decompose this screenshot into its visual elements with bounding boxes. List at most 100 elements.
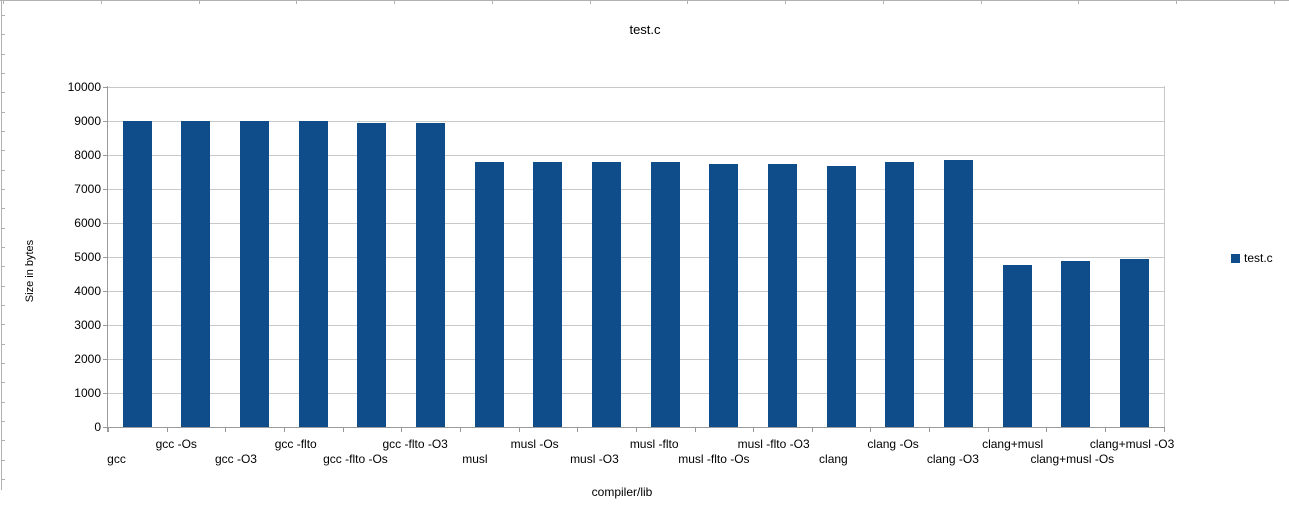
- x-tick-8: [577, 427, 579, 432]
- x-tick-3: [283, 427, 285, 432]
- x-tick-16: [1046, 427, 1048, 432]
- x-tick-12: [811, 427, 813, 432]
- chart-legend: test.c: [1231, 251, 1273, 265]
- sheet-row-tick: [1, 266, 5, 268]
- y-axis-title: Size in bytes: [24, 239, 36, 303]
- sheet-row-tick: [1, 440, 5, 442]
- bar-gcc: [122, 120, 152, 427]
- x-tick-14: [929, 427, 931, 432]
- bar-musl: [474, 161, 504, 427]
- bar-musl -flto -Os: [709, 163, 739, 427]
- y-axis-line: [107, 86, 108, 432]
- x-label-gcc: gcc: [107, 452, 126, 466]
- bar-gcc -flto -Os: [357, 123, 387, 427]
- y-tick-4000: [103, 290, 108, 292]
- sheet-row-tick: [1, 459, 5, 461]
- sheet-row-tick: [1, 188, 5, 190]
- sheet-column-tick: [296, 0, 298, 4]
- x-label-musl -flto -Os: musl -flto -Os: [678, 452, 750, 466]
- sheet-column-tick: [687, 0, 689, 4]
- gridline-6000: [108, 222, 1164, 224]
- sheet-row-tick: [1, 150, 5, 152]
- y-tick-label-0: 0: [94, 420, 101, 434]
- gridline-3000: [108, 324, 1164, 326]
- sheet-row-tick: [1, 285, 5, 287]
- gridline-7000: [108, 188, 1164, 190]
- sheet-column-tick: [394, 0, 395, 4]
- legend-color-swatch: [1231, 253, 1240, 263]
- x-label-gcc -flto -O3: gcc -flto -O3: [382, 437, 448, 451]
- sheet-row-tick: [1, 343, 5, 345]
- sheet-column-tick: [1176, 0, 1177, 4]
- x-tick-2: [225, 427, 227, 432]
- chart-title: test.c: [629, 22, 661, 37]
- x-tick-13: [870, 427, 872, 432]
- bar-gcc -flto -O3: [416, 122, 446, 427]
- y-tick-label-3000: 3000: [74, 317, 101, 332]
- sheet-row-tick: [1, 478, 5, 480]
- x-label-musl -O3: musl -O3: [570, 452, 619, 466]
- sheet-column-tick: [980, 0, 982, 4]
- x-tick-18: [1163, 427, 1165, 432]
- x-label-clang+musl: clang+musl: [982, 437, 1044, 451]
- x-label-gcc -O3: gcc -O3: [214, 452, 257, 466]
- y-tick-7000: [103, 188, 108, 190]
- y-tick-9000: [103, 120, 108, 122]
- y-tick-label-10000: 10000: [67, 79, 101, 94]
- x-label-gcc -Os: gcc -Os: [155, 437, 197, 451]
- legend-label: test.c: [1244, 251, 1273, 265]
- sheet-row-tick: [1, 304, 5, 306]
- sheet-row-tick: [1, 382, 5, 384]
- sheet-row-tick: [1, 420, 5, 422]
- sheet-column-tick: [198, 0, 200, 4]
- y-tick-label-6000: 6000: [74, 215, 101, 230]
- gridline-2000: [108, 358, 1164, 360]
- bar-musl -flto -O3: [767, 163, 797, 427]
- x-tick-9: [635, 427, 637, 432]
- x-label-musl -flto -O3: musl -flto -O3: [737, 437, 810, 451]
- bar-clang -O3: [943, 160, 973, 427]
- x-label-clang -Os: clang -Os: [867, 437, 919, 451]
- bar-clang+musl -O3: [1119, 259, 1149, 427]
- x-label-gcc -flto: gcc -flto: [274, 437, 317, 451]
- x-tick-15: [987, 427, 989, 432]
- sheet-row-tick: [1, 324, 5, 326]
- sheet-row-tick: [1, 208, 5, 210]
- sheet-column-tick: [785, 0, 786, 4]
- bar-gcc -flto: [298, 121, 328, 427]
- sheet-row-tick: [1, 227, 5, 229]
- y-tick-label-8000: 8000: [74, 147, 101, 162]
- sheet-row-tick: [1, 111, 5, 113]
- sheet-column-tick: [3, 0, 4, 4]
- y-tick-10000: [103, 86, 108, 88]
- x-label-clang: clang: [819, 452, 848, 466]
- bar-gcc -O3: [240, 120, 270, 427]
- x-label-clang -O3: clang -O3: [926, 452, 979, 466]
- sheet-row-tick: [1, 72, 5, 74]
- sheet-column-tick: [882, 0, 884, 4]
- sheet-column-tick: [1273, 0, 1275, 4]
- x-label-clang+musl -Os: clang+musl -Os: [1030, 452, 1115, 466]
- sheet-row-ruler: [1, 0, 2, 490]
- x-label-gcc -flto -Os: gcc -flto -Os: [323, 452, 388, 466]
- bar-musl -Os: [533, 161, 563, 427]
- sheet-column-tick: [1078, 0, 1080, 4]
- sheet-row-tick: [1, 15, 5, 16]
- y-tick-label-4000: 4000: [74, 283, 101, 298]
- x-tick-5: [401, 427, 403, 432]
- sheet-column-tick: [589, 0, 591, 4]
- x-tick-4: [342, 427, 344, 432]
- sheet-row-tick: [1, 401, 5, 403]
- gridline-5000: [108, 256, 1164, 258]
- x-tick-17: [1105, 427, 1107, 432]
- x-axis-title: compiler/lib: [591, 485, 653, 499]
- bar-gcc -Os: [181, 120, 211, 427]
- sheet-row-tick: [1, 92, 5, 94]
- gridline-4000: [108, 290, 1164, 292]
- bar-musl -O3: [592, 161, 622, 427]
- y-tick-label-1000: 1000: [74, 385, 101, 400]
- y-tick-3000: [103, 324, 108, 326]
- sheet-row-tick: [1, 246, 5, 248]
- bar-clang: [826, 166, 856, 427]
- sheet-row-tick: [1, 130, 5, 132]
